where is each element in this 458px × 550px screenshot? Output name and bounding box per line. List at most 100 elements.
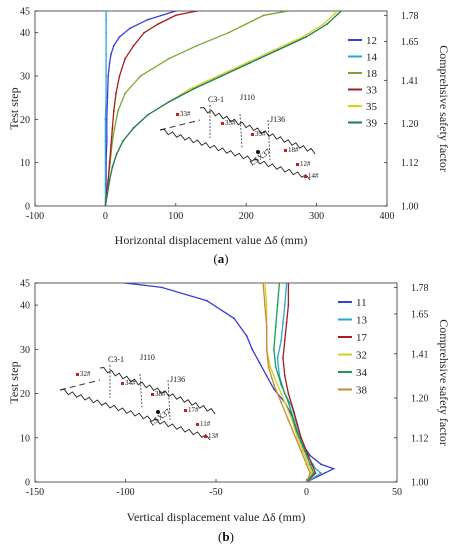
- data-point-13: [320, 472, 322, 475]
- x-tick-label: 0: [103, 211, 108, 222]
- data-point-11: [258, 361, 261, 364]
- data-point-18: [124, 92, 127, 95]
- data-point-11: [265, 374, 268, 377]
- data-point-35: [301, 36, 304, 38]
- chart-panel-a: -100 0 100 200 300 400010203040451.001.121.20…: [7, 7, 451, 267]
- data-point-11: [323, 472, 326, 475]
- data-point-34: [273, 348, 275, 351]
- data-point-39: [132, 127, 135, 129]
- data-point-38: [309, 472, 312, 475]
- data-point-38: [262, 283, 264, 284]
- data-point-34: [274, 366, 277, 368]
- x-tick-label: 0: [304, 487, 309, 498]
- data-point-12: [129, 27, 131, 30]
- y-tick-label: 0: [25, 202, 30, 213]
- data-point-39: [108, 179, 111, 181]
- data-point-11: [251, 348, 254, 351]
- data-point-35: [188, 88, 191, 90]
- y-tick-label: 45: [20, 279, 30, 290]
- inset-label: C3-1: [108, 355, 124, 364]
- y2-tick-label: 1.00: [411, 478, 429, 489]
- y-tick-label: 40: [20, 28, 30, 39]
- data-point-17: [285, 321, 288, 324]
- data-point-38: [267, 366, 270, 368]
- y-tick-label: 10: [20, 433, 30, 444]
- legend-label-17: 17: [356, 332, 368, 344]
- caption-paren: (: [218, 529, 222, 544]
- inset-point-label: 17#: [188, 406, 199, 414]
- data-point-33: [115, 92, 117, 95]
- inset-schematic: C3-1 J110 J136 LSX37 33# 35# 39# 18#12# 14#: [159, 93, 319, 181]
- data-point-17: [305, 450, 308, 452]
- y2-tick-label: 1.41: [401, 76, 419, 87]
- x-tick-label: 200: [239, 211, 254, 222]
- data-point-38: [265, 326, 268, 329]
- inset-point-marker: [284, 149, 287, 152]
- data-point-12: [106, 96, 109, 99]
- data-point-12: [107, 75, 110, 77]
- inset-point-marker: [296, 163, 299, 166]
- x-tick-label: 100: [168, 211, 183, 222]
- data-point-12: [105, 118, 108, 121]
- caption-paren: (: [213, 251, 217, 266]
- inset-point-label: 12#: [300, 160, 311, 168]
- legend-label-11: 11: [356, 297, 367, 309]
- data-point-38: [305, 481, 308, 482]
- data-point-11: [320, 463, 322, 466]
- data-point-32: [307, 463, 310, 466]
- y2-tick-label: 1.78: [411, 283, 429, 294]
- data-point-32: [265, 304, 268, 307]
- data-point-17: [287, 304, 290, 307]
- series-group: [104, 11, 343, 206]
- data-point-39: [122, 140, 124, 142]
- data-point-35: [273, 49, 276, 51]
- inset-crack-line: [167, 379, 171, 421]
- inset-lower-boundary: [59, 388, 211, 441]
- data-point-11: [206, 299, 208, 302]
- data-point-39: [326, 23, 329, 25]
- panel-caption: (a): [213, 251, 228, 266]
- data-point-32: [291, 419, 293, 421]
- legend-label-39: 39: [366, 118, 378, 130]
- legend-label-13: 13: [356, 315, 368, 327]
- data-point-38: [287, 419, 290, 421]
- data-point-33: [118, 75, 121, 77]
- data-point-14: [105, 31, 108, 34]
- inset-point-label: 35#: [225, 119, 236, 127]
- inset-point-marker: [121, 382, 124, 385]
- data-point-38: [263, 304, 266, 307]
- inset-point-marker: [176, 113, 179, 116]
- data-point-14: [104, 118, 107, 121]
- data-point-33: [196, 11, 198, 12]
- legend-label-34: 34: [356, 367, 368, 379]
- data-point-35: [217, 75, 219, 77]
- inset-label: LSX37: [148, 407, 172, 428]
- inset-point-label: 34#: [125, 379, 136, 387]
- data-point-39: [167, 101, 170, 103]
- data-point-11: [273, 388, 275, 391]
- data-point-33: [174, 14, 177, 17]
- inset-point-label: 39#: [255, 130, 266, 138]
- data-point-38: [300, 450, 302, 452]
- legend-label-35: 35: [366, 101, 378, 113]
- y2-axis-label: Comprehsive safety factor: [437, 319, 451, 446]
- data-point-34: [309, 463, 312, 466]
- y-axis-label: Test step: [7, 87, 21, 129]
- data-point-17: [283, 339, 286, 342]
- data-point-18: [139, 75, 142, 77]
- inset-point-label: 13#: [208, 432, 219, 440]
- data-point-14: [105, 11, 108, 12]
- data-point-33: [111, 127, 114, 129]
- data-point-17: [300, 436, 302, 439]
- data-point-13: [280, 339, 283, 342]
- data-point-12: [112, 44, 115, 47]
- data-point-33: [110, 144, 112, 147]
- y-tick-label: 20: [20, 115, 30, 126]
- data-point-17: [296, 423, 299, 426]
- y-tick-label: 45: [20, 7, 30, 18]
- data-point-39: [111, 166, 114, 168]
- data-point-11: [309, 454, 312, 457]
- data-point-11: [124, 283, 127, 284]
- inset-point-marker: [204, 435, 207, 438]
- data-point-33: [107, 179, 110, 181]
